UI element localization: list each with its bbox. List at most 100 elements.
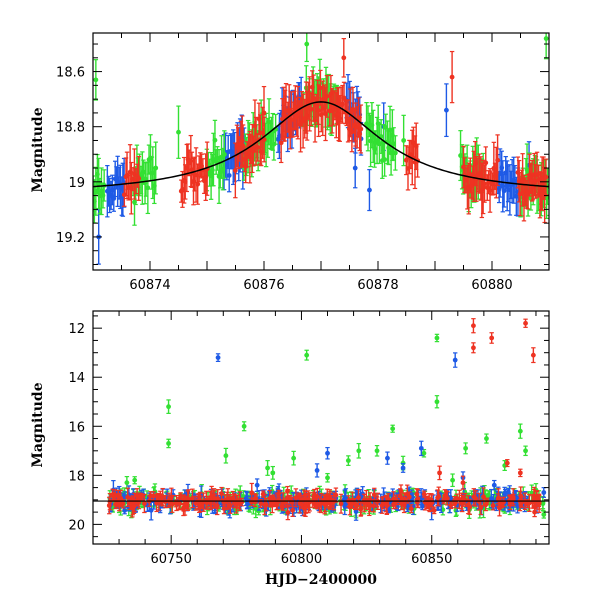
data-point <box>452 352 458 368</box>
data-point <box>523 445 528 457</box>
data-point <box>174 494 179 512</box>
data-point <box>502 488 508 497</box>
data-point <box>401 114 407 167</box>
data-point <box>176 105 181 159</box>
data-point <box>385 451 390 465</box>
x-tick-label: 60874 <box>129 278 170 293</box>
y-tick-label: 12 <box>68 322 85 337</box>
data-point <box>304 33 310 63</box>
model-curve <box>93 101 549 188</box>
data-point <box>225 488 231 509</box>
data-point <box>495 134 501 187</box>
data-point <box>178 492 184 500</box>
data-point <box>338 493 344 514</box>
y-tick-label: 18 <box>68 469 85 484</box>
data-point <box>148 491 153 501</box>
x-tick-label: 60878 <box>357 278 398 293</box>
data-point <box>460 475 466 490</box>
data-point <box>212 119 218 161</box>
data-point <box>358 501 364 516</box>
data-point <box>314 463 320 478</box>
data-point <box>145 161 151 215</box>
x-tick-label: 60880 <box>471 278 512 293</box>
data-point <box>341 37 347 78</box>
data-point <box>106 496 112 515</box>
data-point <box>325 472 330 483</box>
data-point <box>254 478 260 492</box>
data-point <box>263 497 269 512</box>
y-tick-label: 18.6 <box>56 66 85 81</box>
data-point <box>341 81 347 115</box>
y-tick-label: 19.2 <box>56 231 85 246</box>
data-point <box>141 493 147 514</box>
data-point <box>392 135 398 171</box>
axes-frame <box>92 310 550 545</box>
data-point <box>434 333 440 343</box>
data-point <box>350 491 355 509</box>
data-point <box>450 473 455 488</box>
data-point <box>265 460 270 476</box>
data-point <box>489 332 495 344</box>
data-point <box>356 442 362 459</box>
data-point <box>131 498 137 515</box>
data-point <box>444 83 449 138</box>
data-point <box>223 447 229 464</box>
data-point <box>325 446 330 460</box>
data-point <box>435 489 441 507</box>
y-tick-label: 20 <box>68 518 85 533</box>
data-point <box>482 164 487 203</box>
data-point <box>463 442 469 455</box>
y-tick-label: 19 <box>68 176 85 191</box>
data-point <box>478 499 484 516</box>
x-tick-label: 60800 <box>281 552 322 567</box>
data-point <box>293 488 299 508</box>
top-y-axis-title: Magnitude <box>30 107 46 192</box>
x-tick-label: 60876 <box>243 278 284 293</box>
data-point <box>333 487 339 503</box>
data-point <box>448 501 454 510</box>
data-point <box>504 459 510 468</box>
data-point <box>367 169 372 212</box>
data-point <box>382 142 388 177</box>
data-point <box>136 494 142 510</box>
data-point <box>414 488 420 501</box>
data-point <box>190 488 195 509</box>
data-point <box>484 433 489 444</box>
data-point <box>169 494 175 513</box>
data-point <box>510 488 516 507</box>
data-point <box>230 490 236 505</box>
data-point <box>304 349 310 361</box>
data-point <box>434 395 440 409</box>
data-point <box>543 33 549 60</box>
data-point <box>523 318 528 328</box>
data-point <box>215 353 221 363</box>
data-point <box>530 347 536 364</box>
data-point <box>221 130 227 179</box>
data-point <box>316 84 322 138</box>
y-tick-label: 14 <box>68 371 85 386</box>
data-point <box>136 155 142 201</box>
data-point <box>153 141 159 195</box>
bottom-y-axis-title: Magnitude <box>30 382 46 467</box>
data-point <box>473 490 479 507</box>
data-point <box>421 448 427 458</box>
data-point <box>243 490 249 507</box>
bottom-axes: 60750 60800 60850 12 14 16 18 20 <box>68 310 550 567</box>
data-point <box>449 50 455 104</box>
data-point <box>437 465 442 481</box>
data-point <box>345 455 351 466</box>
top-axes: 60874 60876 60878 60880 18.6 18.8 19 19.2 <box>56 32 550 293</box>
data-point <box>526 493 532 512</box>
data-point <box>541 487 547 498</box>
data-point <box>408 504 414 514</box>
top-panel-zoom: 60874 60876 60878 60880 18.6 18.8 19 19.2 Magni… <box>30 32 550 293</box>
data-point <box>354 106 360 149</box>
data-point <box>532 507 538 518</box>
data-point <box>384 496 390 515</box>
data-point <box>127 496 133 510</box>
data-point <box>517 423 523 439</box>
data-point <box>318 69 323 106</box>
data-point <box>491 479 497 491</box>
data-point <box>431 506 437 515</box>
data-point <box>371 499 377 513</box>
